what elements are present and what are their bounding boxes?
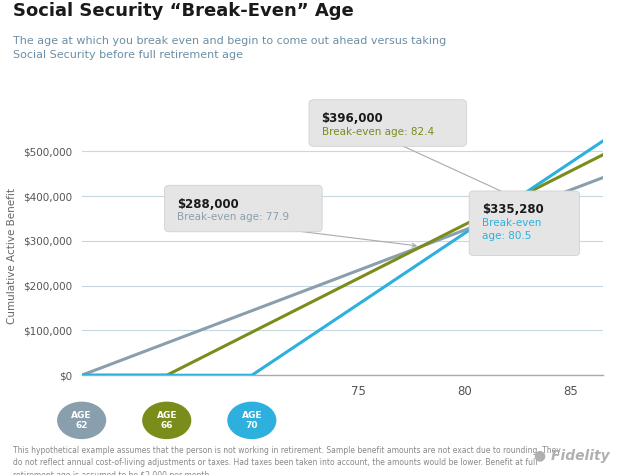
- Text: Break-even
age: 80.5: Break-even age: 80.5: [482, 218, 541, 241]
- Text: $396,000: $396,000: [322, 112, 383, 125]
- Text: AGE
70: AGE 70: [242, 411, 262, 430]
- Text: $288,000: $288,000: [177, 198, 239, 210]
- Text: The age at which you break even and begin to come out ahead versus taking
Social: The age at which you break even and begi…: [13, 36, 446, 60]
- Text: AGE
66: AGE 66: [156, 411, 177, 430]
- Text: AGE
62: AGE 62: [72, 411, 92, 430]
- Text: Break-even age: 77.9: Break-even age: 77.9: [177, 212, 290, 222]
- Text: Social Security “Break-Even” Age: Social Security “Break-Even” Age: [13, 2, 354, 20]
- Text: This hypothetical example assumes that the person is not working in retirement. : This hypothetical example assumes that t…: [13, 446, 560, 475]
- Text: $335,280: $335,280: [482, 203, 543, 216]
- Text: Break-even age: 82.4: Break-even age: 82.4: [322, 127, 434, 137]
- Text: ● Fidelity: ● Fidelity: [534, 449, 609, 463]
- Y-axis label: Cumulative Active Benefit: Cumulative Active Benefit: [8, 189, 17, 324]
